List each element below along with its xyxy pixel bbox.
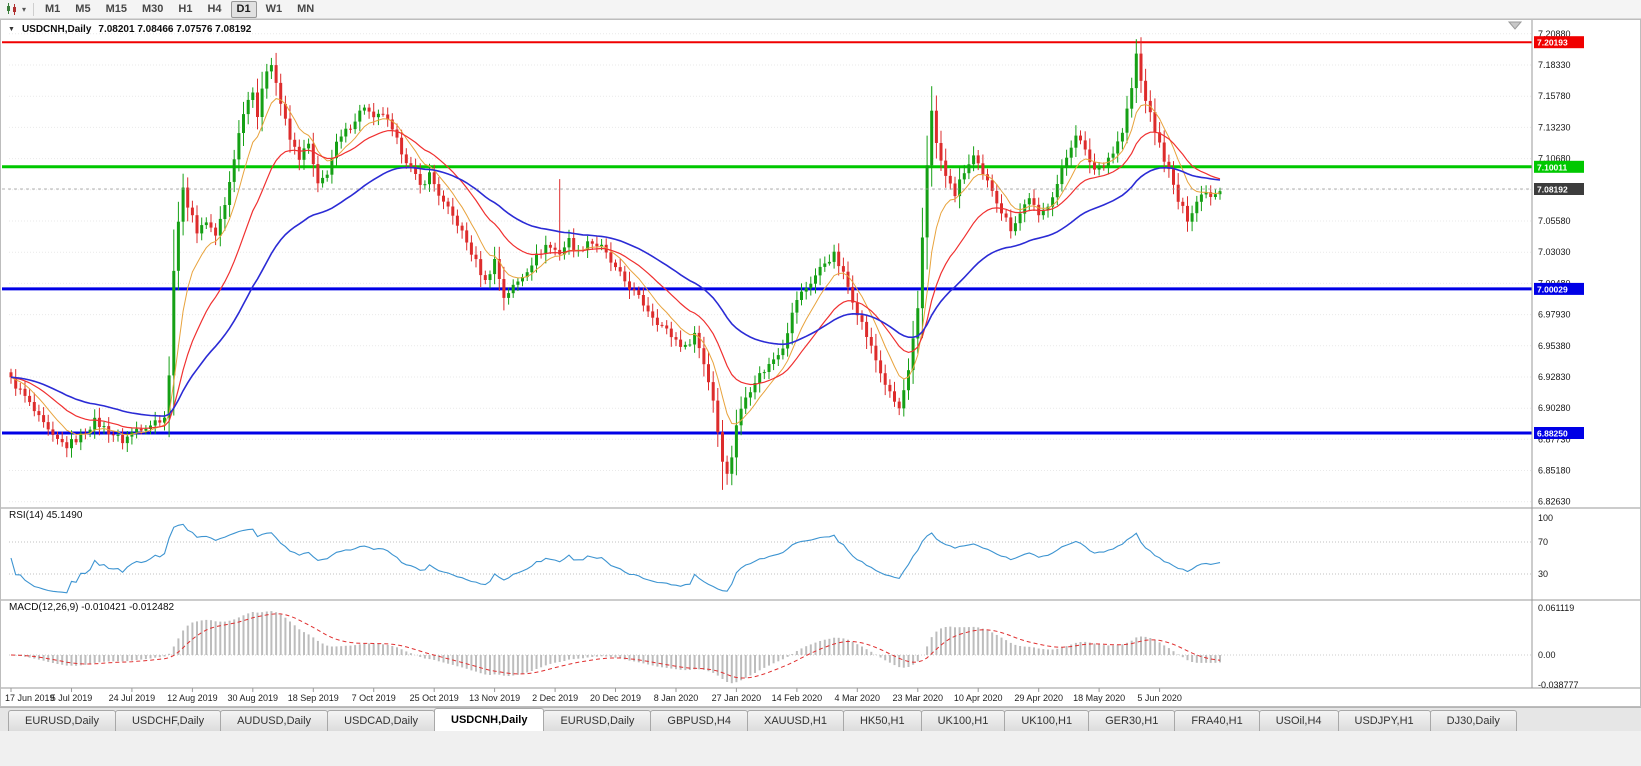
timeframe-button-m1[interactable]: M1	[45, 2, 61, 15]
svg-text:70: 70	[1538, 537, 1548, 547]
chart-tab-ger30-h1[interactable]: GER30,H1	[1088, 710, 1176, 731]
rsi-line	[10, 523, 1221, 594]
horizontal-lines-layer[interactable]	[2, 41, 1532, 435]
chart-canvas[interactable]: 7.20880 7.18330 7.15780 7.13230 7.10680 7.081…	[1, 20, 1640, 706]
timeframe-button-m5[interactable]: M5	[75, 2, 91, 15]
toolbar-separator	[33, 2, 35, 16]
svg-text:7.03030: 7.03030	[1538, 247, 1571, 257]
chart-window[interactable]: 7.20880 7.18330 7.15780 7.13230 7.10680 7.081…	[0, 19, 1641, 707]
chart-tab-gbpusd-h4[interactable]: GBPUSD,H4	[650, 710, 748, 731]
macd-signal-line	[10, 613, 1221, 679]
timeframe-buttons: M1 M5 M15 M30 H1 H4 D1 W1 MN	[39, 0, 320, 18]
svg-text:30: 30	[1538, 569, 1548, 579]
chart-type-dropdown-icon[interactable]: ▾	[22, 4, 27, 14]
chart-type-icon[interactable]	[5, 2, 21, 16]
svg-text:5 Jun 2020: 5 Jun 2020	[1137, 693, 1182, 703]
svg-text:18 Sep 2019: 18 Sep 2019	[288, 693, 339, 703]
timeframe-button-mn[interactable]: MN	[297, 2, 315, 15]
svg-text:6.90280: 6.90280	[1538, 403, 1571, 413]
status-bar	[0, 731, 1641, 766]
svg-text:23 Mar 2020: 23 Mar 2020	[893, 693, 944, 703]
chart-shift-marker[interactable]	[1507, 21, 1523, 30]
chart-tab-fra40-h1[interactable]: FRA40,H1	[1174, 710, 1260, 731]
price-axis: 7.20880 7.18330 7.15780 7.13230 7.10680 7.081…	[1534, 29, 1584, 507]
grid-layer	[9, 33, 1532, 503]
svg-text:7.18330: 7.18330	[1538, 60, 1571, 70]
svg-text:-0.038777: -0.038777	[1538, 680, 1579, 690]
chart-tab-xauusd-h1[interactable]: XAUUSD,H1	[746, 710, 844, 731]
svg-text:7.10680: 7.10680	[1538, 154, 1571, 164]
chart-tabs-bar: EURUSD,Daily USDCHF,Daily AUDUSD,Daily USDC…	[0, 707, 1641, 731]
pane-separators	[1, 20, 1640, 689]
chart-tab-audusd-daily[interactable]: AUDUSD,Daily	[220, 710, 329, 731]
svg-text:2 Dec 2019: 2 Dec 2019	[532, 693, 578, 703]
svg-text:29 Apr 2020: 29 Apr 2020	[1014, 693, 1063, 703]
rsi-label-text: RSI(14) 45.1490	[9, 510, 83, 521]
chart-tab-hk50-h1[interactable]: HK50,H1	[842, 710, 922, 731]
timeframe-toolbar: ▾ M1 M5 M15 M30 H1 H4 D1 W1 MN	[0, 0, 1641, 19]
svg-text:30 Aug 2019: 30 Aug 2019	[228, 693, 279, 703]
chart-tab-uk100-h1[interactable]: UK100,H1	[1004, 710, 1090, 731]
candles-layer	[9, 37, 1222, 490]
chart-tab-usdjpy-h1[interactable]: USDJPY,H1	[1337, 710, 1431, 731]
svg-text:6.97930: 6.97930	[1538, 310, 1571, 320]
svg-text:25 Oct 2019: 25 Oct 2019	[410, 693, 459, 703]
svg-text:5 Jul 2019: 5 Jul 2019	[51, 693, 93, 703]
svg-text:7.20193: 7.20193	[1537, 38, 1568, 48]
macd-pane: 0.061119 0.00 -0.038777	[9, 603, 1579, 690]
svg-text:27 Jan 2020: 27 Jan 2020	[712, 693, 762, 703]
timeframe-button-d1[interactable]: D1	[230, 0, 257, 18]
chart-tab-usdcad-daily[interactable]: USDCAD,Daily	[327, 710, 436, 731]
chart-tab-usdchf-daily[interactable]: USDCHF,Daily	[114, 710, 222, 731]
chart-tab-uk100-h1[interactable]: UK100,H1	[920, 710, 1006, 731]
chart-symbol-label: USDCNH,Daily	[21, 24, 92, 35]
svg-text:7.13230: 7.13230	[1538, 122, 1571, 132]
svg-text:18 May 2020: 18 May 2020	[1073, 693, 1125, 703]
timeframe-button-h1[interactable]: H1	[178, 2, 193, 15]
svg-text:7.08192: 7.08192	[1537, 185, 1568, 195]
svg-text:7.05580: 7.05580	[1538, 216, 1571, 226]
chart-ohlc-values: 7.08201 7.08466 7.07576 7.08192	[98, 24, 252, 35]
chart-title: ▼ USDCNH,Daily 7.08201 7.08466 7.07576 7…	[8, 24, 251, 35]
svg-text:4 Mar 2020: 4 Mar 2020	[835, 693, 881, 703]
svg-text:17 Jun 2019: 17 Jun 2019	[5, 693, 55, 703]
chart-tab-dj30-daily[interactable]: DJ30,Daily	[1429, 710, 1517, 731]
chart-tab-usoil-h4[interactable]: USOil,H4	[1258, 710, 1339, 731]
svg-text:6.82630: 6.82630	[1538, 497, 1571, 507]
timeframe-button-w1[interactable]: W1	[265, 2, 283, 15]
moving-averages-layer	[10, 98, 1221, 436]
chart-tab-eurusd-daily[interactable]: EURUSD,Daily	[543, 710, 652, 731]
svg-text:6.87730: 6.87730	[1538, 434, 1571, 444]
timeframe-button-h4[interactable]: H4	[207, 2, 222, 15]
macd-label-text: MACD(12,26,9) -0.010421 -0.012482	[9, 602, 175, 613]
svg-text:6.85180: 6.85180	[1538, 466, 1571, 476]
svg-text:10 Apr 2020: 10 Apr 2020	[954, 693, 1003, 703]
svg-text:0.061119: 0.061119	[1538, 603, 1574, 613]
svg-text:7.20880: 7.20880	[1538, 29, 1571, 39]
svg-text:6.95380: 6.95380	[1538, 341, 1571, 351]
timeframe-button-m30[interactable]: M30	[141, 2, 164, 15]
timeframe-button-m15[interactable]: M15	[105, 2, 127, 15]
chart-tab-eurusd-daily[interactable]: EURUSD,Daily	[8, 710, 116, 731]
svg-text:7.15780: 7.15780	[1538, 91, 1571, 101]
svg-text:13 Nov 2019: 13 Nov 2019	[469, 693, 520, 703]
svg-text:8 Jan 2020: 8 Jan 2020	[654, 693, 699, 703]
svg-text:6.88250: 6.88250	[1537, 429, 1568, 439]
svg-text:7.00029: 7.00029	[1537, 284, 1568, 294]
svg-text:7 Oct 2019: 7 Oct 2019	[352, 693, 396, 703]
macd-label: MACD(12,26,9) -0.010421 -0.012482	[9, 602, 174, 613]
svg-text:0.00: 0.00	[1538, 650, 1556, 660]
svg-text:24 Jul 2019: 24 Jul 2019	[109, 693, 156, 703]
svg-text:7.10011: 7.10011	[1537, 162, 1568, 172]
svg-text:20 Dec 2019: 20 Dec 2019	[590, 693, 641, 703]
rsi-pane: 100 70 30	[9, 513, 1553, 594]
chart-tab-usdcnh-daily[interactable]: USDCNH,Daily	[434, 708, 545, 731]
chart-collapse-icon[interactable]: ▼	[8, 26, 15, 33]
svg-text:6.92830: 6.92830	[1538, 372, 1571, 382]
rsi-label: RSI(14) 45.1490	[9, 510, 82, 521]
svg-text:12 Aug 2019: 12 Aug 2019	[167, 693, 218, 703]
svg-text:100: 100	[1538, 513, 1553, 523]
svg-text:14 Feb 2020: 14 Feb 2020	[772, 693, 823, 703]
